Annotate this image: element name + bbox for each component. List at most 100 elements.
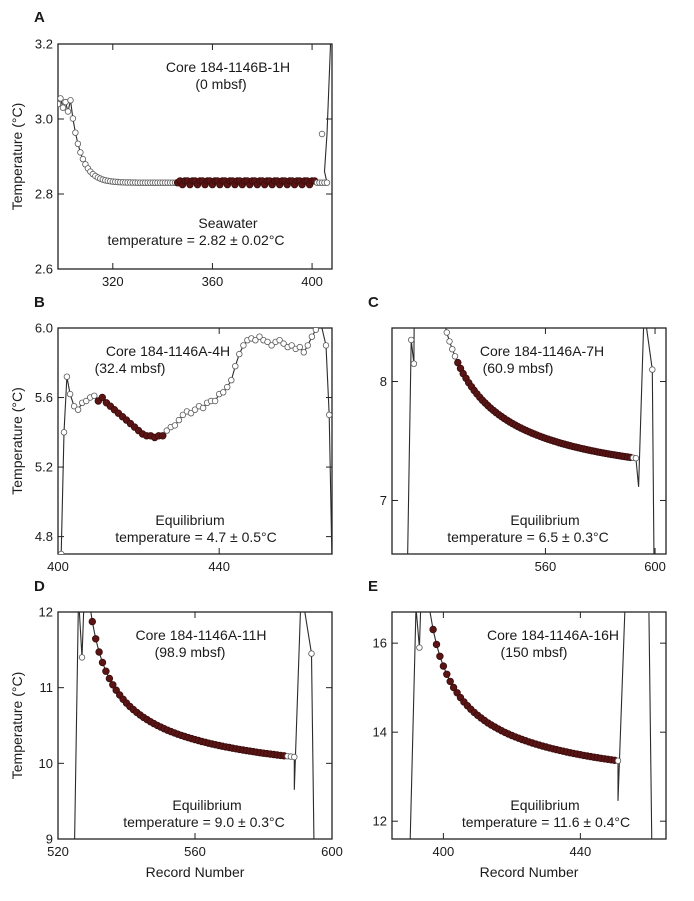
y-tick-label: 16 [373, 636, 387, 651]
series-group [58, 328, 332, 554]
y-tick-label: 8 [380, 374, 387, 389]
x-tick-label: 320 [102, 274, 124, 289]
data-point [322, 342, 330, 349]
panel-d: D 9 10 11 12 520 560 600 Temperature (°C) Record … [9, 578, 343, 880]
data-point [326, 411, 332, 419]
x-tick-label: 600 [321, 844, 343, 859]
fit-point [446, 677, 454, 686]
x-tick-label: 560 [535, 559, 557, 574]
x-tick-label: 560 [184, 844, 206, 859]
data-point [312, 328, 320, 333]
x-tick-label: 400 [301, 274, 323, 289]
annotation-3: Equilibrium [510, 797, 579, 813]
data-point [300, 349, 307, 356]
fit-point [449, 683, 458, 692]
data-point [646, 612, 652, 613]
annotation-2: (60.9 mbsf) [483, 360, 554, 376]
plot-frame [391, 327, 667, 555]
panel-a: A 2.6 2.8 3.0 3.2 320 360 400 Temperature (°C) Co… [9, 9, 333, 289]
y-tick-label: 5.6 [35, 390, 53, 405]
annotation-2: (150 mbsf) [501, 644, 568, 660]
y-tick-label: 4.8 [35, 529, 53, 544]
panel-e: E 12 14 16 400 440 Record Number Core 184-1146A… [368, 578, 667, 880]
y-tick-label: 5.2 [35, 460, 53, 475]
panel-b: B 4.8 5.2 5.6 6.0 400 440 Temperature (°C) Core … [9, 294, 333, 574]
y-tick-label: 7 [380, 493, 387, 508]
data-point [449, 346, 456, 353]
plot-frame [57, 327, 333, 555]
panel-letter-d: D [34, 578, 45, 595]
fit-point [95, 648, 103, 656]
y-axis-label: Temperature (°C) [9, 387, 25, 495]
data-point [74, 406, 82, 413]
data-point [66, 390, 74, 398]
annotation-1: Core 184-1146A-7H [480, 343, 604, 359]
data-point [410, 360, 418, 367]
fit-point [88, 617, 96, 626]
panel-c: C 7 8 560 600 Core 184-1146A-7H(60.9 mbsf) Equ… [368, 294, 667, 574]
data-point [191, 406, 199, 413]
data-point [256, 333, 263, 340]
data-point [649, 366, 656, 373]
annotation-2: (0 mbsf) [195, 76, 246, 92]
data-point [291, 753, 298, 761]
data-point [78, 654, 86, 661]
data-point [614, 757, 622, 764]
annotation-1: Core 184-1146A-16H [487, 627, 619, 643]
data-point [308, 650, 315, 657]
data-point [232, 363, 239, 370]
data-point [276, 337, 283, 344]
data-point [70, 403, 78, 410]
data-point [318, 130, 326, 138]
data-point [72, 129, 79, 136]
data-point [268, 342, 275, 349]
annotation-4: temperature = 9.0 ± 0.3°C [123, 814, 285, 830]
y-axis-label: Temperature (°C) [9, 672, 25, 780]
data-point [443, 329, 450, 336]
annotation-3: Equilibrium [172, 797, 241, 813]
data-point [82, 397, 90, 405]
plot-frame [391, 611, 667, 840]
data-point [58, 550, 65, 554]
fit-point [439, 662, 448, 670]
data-point [304, 342, 311, 349]
series-group [407, 328, 656, 554]
data-point [252, 337, 259, 344]
data-point [59, 104, 67, 111]
data-point [223, 383, 231, 391]
fit-point [91, 635, 100, 643]
data-point [69, 115, 77, 122]
x-tick-label: 400 [47, 559, 69, 574]
annotation-3: Equilibrium [155, 512, 224, 528]
x-axis-label: Record Number [146, 864, 245, 880]
y-axis-label: Temperature (°C) [9, 103, 25, 211]
panel-letter-c: C [368, 294, 379, 311]
panel-letter-a: A [34, 9, 45, 26]
data-point [288, 342, 295, 349]
series-group [409, 612, 653, 839]
fit-point [159, 432, 167, 440]
y-tick-label: 14 [373, 725, 387, 740]
series-group [74, 612, 315, 839]
data-point [264, 338, 271, 346]
x-tick-label: 520 [47, 844, 69, 859]
data-point [240, 342, 247, 349]
series-line [409, 612, 653, 839]
series-line [407, 328, 655, 554]
x-axis-label: Record Number [480, 864, 579, 880]
x-tick-label: 360 [202, 274, 224, 289]
data-point [446, 338, 453, 345]
x-tick-label: 440 [208, 559, 230, 574]
data-point [451, 353, 459, 360]
x-tick-label: 400 [433, 844, 455, 859]
fit-point [432, 640, 441, 649]
fit-point [429, 625, 437, 634]
fit-point [98, 393, 106, 402]
y-tick-label: 11 [40, 680, 54, 695]
annotation-3: Equilibrium [510, 512, 579, 528]
data-point [67, 97, 74, 104]
fit-point [98, 658, 107, 667]
data-point [74, 140, 82, 147]
annotation-4: temperature = 6.5 ± 0.3°C [447, 529, 609, 545]
